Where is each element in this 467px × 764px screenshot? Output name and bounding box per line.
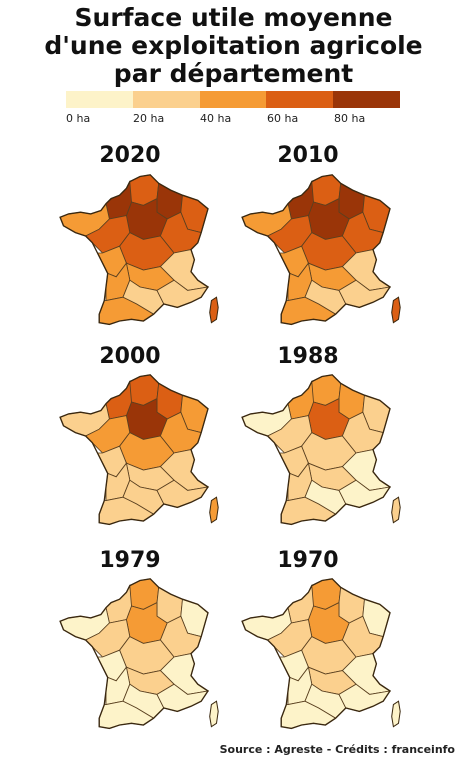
map-year-label: 2010 [277,143,339,168]
france-outline [241,578,391,730]
legend-swatch-4 [333,91,400,108]
corsica-region [391,700,401,728]
france-outline [241,174,391,326]
france-map-2000 [59,374,219,526]
france-outline [59,374,209,526]
chart-title: Surface utile moyenne d'une exploitation… [0,4,467,88]
legend-tick-1: 20 ha [133,112,165,125]
france-map-1970 [241,578,401,730]
map-year-label: 2020 [99,143,161,168]
legend-tick-4: 80 ha [334,112,366,125]
legend-color-bar [66,91,400,108]
map-year-label: 2000 [99,344,161,369]
title-line-2: d'une exploitation agricole [44,31,423,60]
france-map-1988 [241,374,401,526]
corsica-region [209,296,219,324]
france-outline [59,578,209,730]
france-outline [59,174,209,326]
color-legend: 0 ha 20 ha 40 ha 60 ha 80 ha [66,91,400,131]
map-year-label: 1970 [277,548,339,573]
france-map-2020 [59,174,219,326]
corsica-region [391,496,401,524]
corsica-region [209,496,219,524]
source-credit: Source : Agreste - Crédits : franceinfo [219,743,455,756]
france-map-1979 [59,578,219,730]
map-year-label: 1988 [277,344,339,369]
title-line-1: Surface utile moyenne [74,3,393,32]
france-outline [241,374,391,526]
legend-tick-2: 40 ha [200,112,232,125]
corsica-region [209,700,219,728]
legend-swatch-1 [132,91,200,108]
corsica-region [391,296,401,324]
legend-swatch-2 [199,91,267,108]
legend-swatch-0 [66,91,133,108]
legend-ticks: 0 ha 20 ha 40 ha 60 ha 80 ha [66,108,400,128]
title-line-3: par département [113,59,354,88]
legend-tick-3: 60 ha [267,112,299,125]
map-year-label: 1979 [99,548,161,573]
legend-swatch-3 [266,91,334,108]
france-map-2010 [241,174,401,326]
legend-tick-0: 0 ha [66,112,91,125]
